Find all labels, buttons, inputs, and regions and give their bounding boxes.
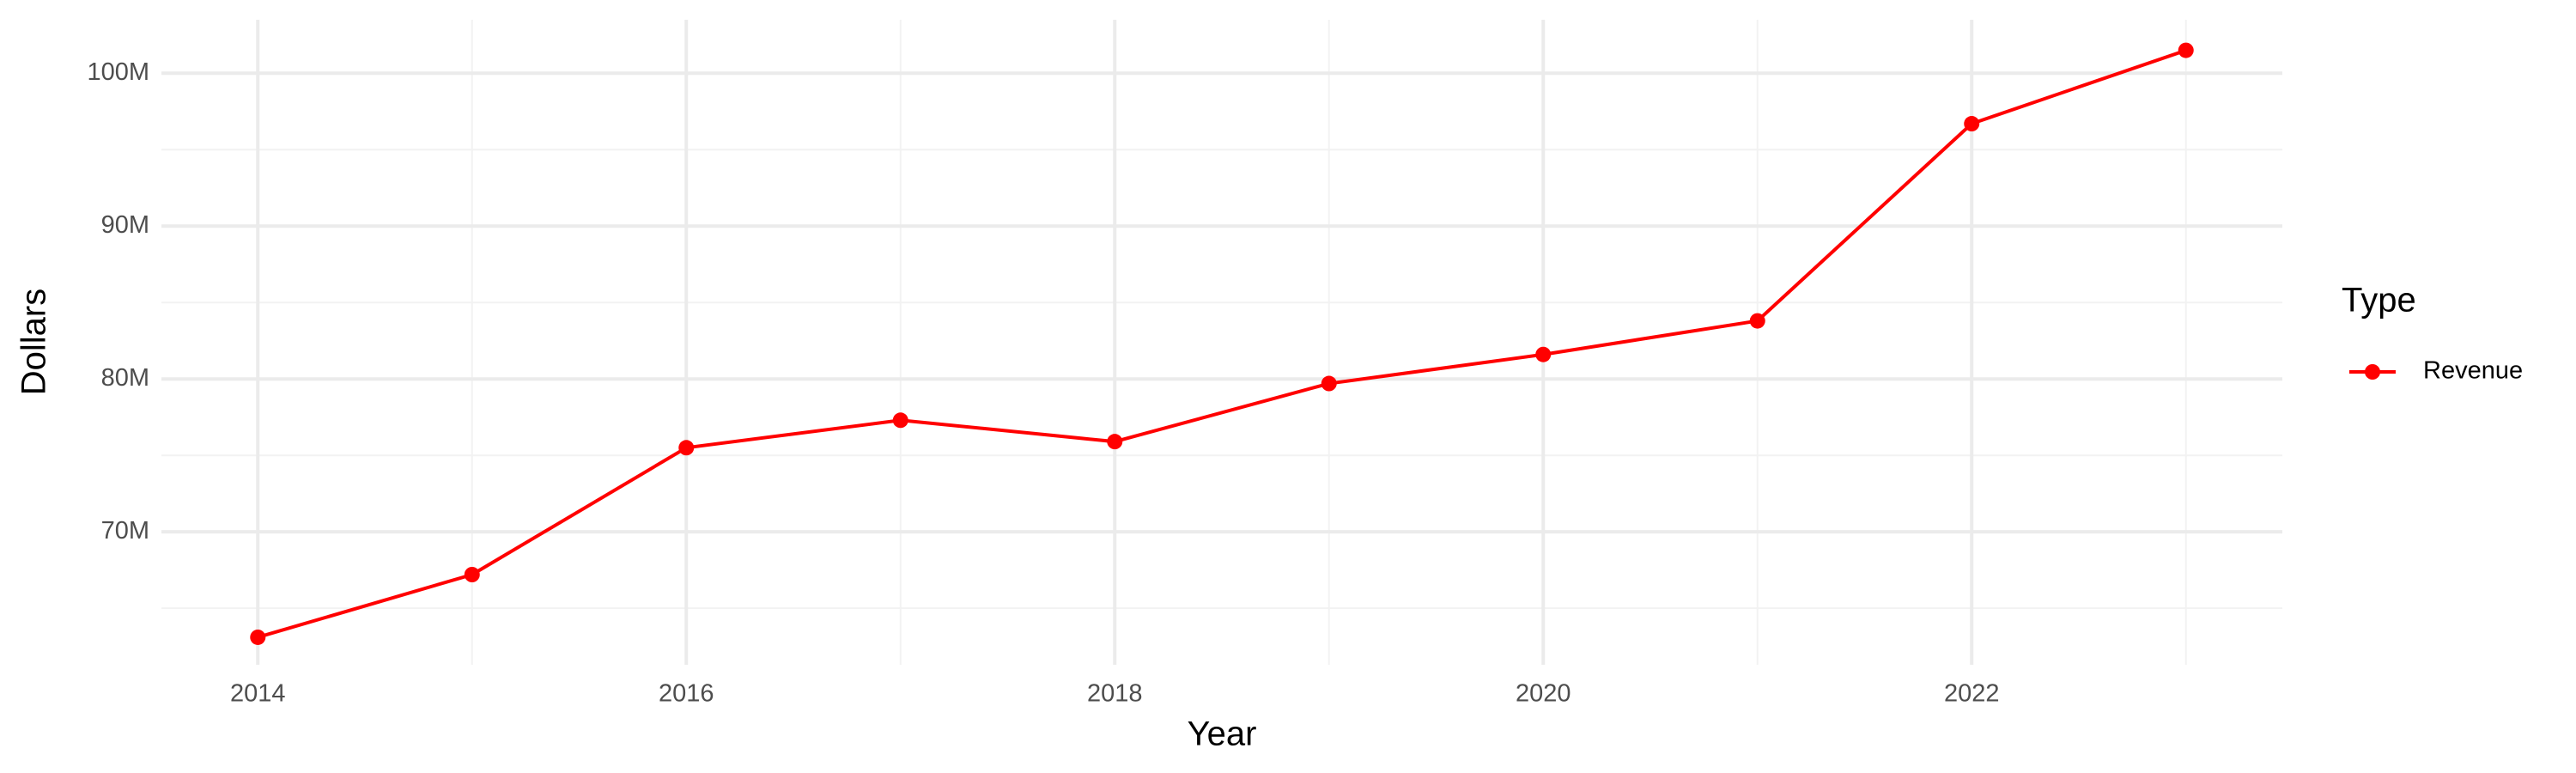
- data-point: [1107, 434, 1123, 450]
- x-axis-title: Year: [1188, 715, 1257, 753]
- data-line: [257, 48, 2187, 639]
- data-point: [250, 629, 266, 645]
- y-tick-label: 80M: [101, 364, 149, 392]
- data-point: [1749, 313, 1765, 329]
- legend-label: Revenue: [2423, 357, 2523, 385]
- x-tick-label: 2018: [1087, 680, 1143, 708]
- data-point: [2178, 42, 2194, 58]
- data-point: [678, 440, 695, 456]
- data-point: [1535, 346, 1552, 362]
- y-tick-label: 70M: [101, 517, 149, 545]
- data-point: [1321, 375, 1337, 392]
- y-tick-label: 90M: [101, 211, 149, 239]
- x-tick-label: 2020: [1516, 680, 1571, 708]
- data-point: [464, 567, 480, 583]
- y-tick-label: 100M: [87, 58, 149, 86]
- legend-title: Type: [2342, 282, 2416, 320]
- x-tick-label: 2016: [659, 680, 714, 708]
- x-tick-label: 2014: [230, 680, 286, 708]
- y-axis-title: Dollars: [15, 289, 53, 395]
- x-tick-label: 2022: [1944, 680, 2000, 708]
- data-point: [1964, 116, 1980, 132]
- legend-key-point: [2365, 364, 2380, 380]
- data-point: [892, 412, 908, 429]
